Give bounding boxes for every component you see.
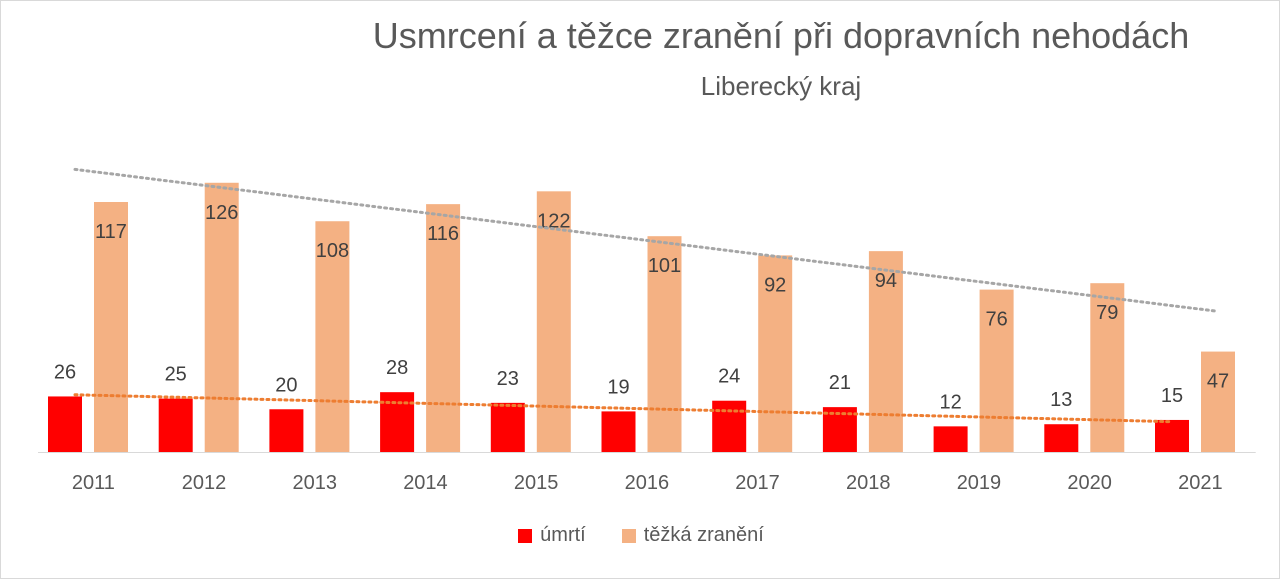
legend-label-deaths: úmrtí — [540, 524, 586, 546]
label-deaths-2017: 24 — [718, 366, 740, 388]
label-injuries-2021: 47 — [1207, 371, 1229, 393]
x-tick-2019: 2019 — [957, 472, 1002, 494]
legend-swatch-injuries — [621, 528, 636, 543]
label-injuries-2017: 92 — [764, 274, 786, 296]
bar-deaths-2013 — [269, 409, 304, 452]
bar-deaths-2016 — [601, 411, 636, 452]
trendline-injuries — [73, 167, 1220, 313]
x-tick-2021: 2021 — [1178, 472, 1223, 494]
label-injuries-2018: 94 — [875, 270, 897, 292]
label-deaths-2013: 20 — [275, 374, 297, 396]
x-tick-2014: 2014 — [403, 472, 448, 494]
label-injuries-2019: 76 — [985, 309, 1007, 331]
label-deaths-2014: 28 — [386, 357, 408, 379]
chart-title: Usmrcení a těžce zranění při dopravních … — [372, 15, 1190, 56]
label-injuries-2016: 101 — [648, 255, 681, 277]
bar-injuries-2012 — [204, 182, 239, 452]
label-injuries-2011: 117 — [95, 221, 127, 243]
x-tick-2013: 2013 — [293, 472, 338, 494]
bar-injuries-2020 — [1090, 283, 1125, 452]
bar-injuries-2018 — [868, 251, 903, 452]
label-injuries-2013: 108 — [316, 240, 349, 262]
x-tick-2018: 2018 — [846, 472, 891, 494]
label-injuries-2020: 79 — [1096, 302, 1118, 324]
label-deaths-2016: 19 — [607, 376, 629, 398]
label-injuries-2014: 116 — [427, 223, 459, 245]
bar-injuries-2011 — [94, 202, 128, 452]
bar-deaths-2015 — [490, 402, 525, 452]
label-deaths-2012: 25 — [165, 364, 187, 386]
bar-injuries-2014 — [426, 204, 461, 452]
label-deaths-2011: 26 — [54, 361, 76, 383]
x-tick-2012: 2012 — [182, 472, 227, 494]
x-tick-2016: 2016 — [625, 472, 670, 494]
x-tick-2020: 2020 — [1067, 472, 1112, 494]
legend-label-injuries: těžká zranění — [643, 524, 764, 546]
bar-deaths-2021 — [1155, 419, 1189, 452]
bar-deaths-2017 — [712, 400, 747, 452]
label-deaths-2018: 21 — [829, 372, 851, 394]
bar-deaths-2012 — [158, 398, 193, 452]
label-deaths-2015: 23 — [497, 368, 519, 390]
x-tick-2011: 2011 — [72, 472, 115, 494]
trendline-deaths — [73, 393, 1174, 424]
bar-deaths-2019 — [933, 426, 968, 452]
label-deaths-2020: 13 — [1050, 389, 1072, 411]
x-tick-2015: 2015 — [514, 472, 559, 494]
bar-deaths-2011 — [48, 396, 82, 452]
bar-deaths-2014 — [380, 392, 415, 452]
label-deaths-2019: 12 — [939, 391, 961, 413]
legend-item-injuries: těžká zranění — [621, 524, 764, 547]
label-deaths-2021: 15 — [1161, 385, 1183, 407]
x-tick-2017: 2017 — [735, 472, 780, 494]
bar-deaths-2020 — [1044, 424, 1079, 452]
chart-subtitle: Liberecký kraj — [700, 71, 862, 101]
legend-swatch-deaths — [518, 528, 533, 543]
bar-injuries-2013 — [315, 221, 350, 452]
bar-injuries-2019 — [979, 289, 1014, 452]
bar-injuries-2015 — [536, 191, 571, 453]
bar-injuries-2017 — [758, 255, 793, 452]
legend-item-deaths: úmrtí — [518, 524, 586, 547]
bar-injuries-2021 — [1201, 351, 1235, 452]
bar-injuries-2016 — [647, 236, 682, 452]
label-injuries-2012: 126 — [205, 202, 238, 224]
chart-legend: úmrtí těžká zranění — [1, 524, 1280, 547]
